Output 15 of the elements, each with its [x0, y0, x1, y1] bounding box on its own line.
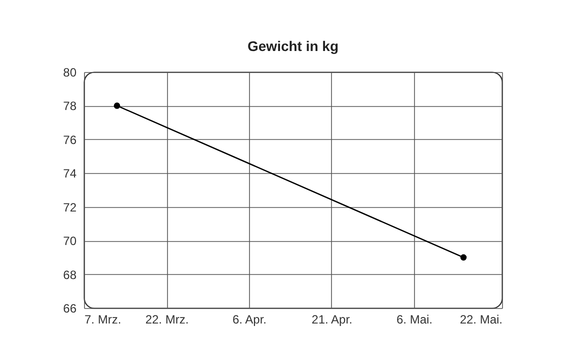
y-tick-label: 80	[63, 66, 77, 80]
y-tick-label: 66	[63, 302, 77, 316]
x-tick-label: 6. Mai.	[396, 312, 433, 326]
y-tick-label: 78	[63, 99, 77, 114]
y-tick-label: 72	[63, 200, 77, 214]
x-tick-label: 6. Apr.	[232, 312, 267, 326]
y-tick-label: 68	[63, 268, 77, 282]
x-tick-label: 21. Apr.	[312, 312, 352, 326]
x-tick-label: 22. Mrz.	[145, 312, 189, 326]
chart-title: Gewicht in kg	[247, 38, 339, 54]
x-tick-label: 7. Mrz.	[84, 312, 122, 326]
y-tick-label: 74	[63, 166, 77, 181]
y-tick-label: 70	[63, 234, 77, 248]
x-tick-label: 22. Mai.	[460, 312, 502, 326]
y-tick-label: 76	[63, 132, 77, 147]
